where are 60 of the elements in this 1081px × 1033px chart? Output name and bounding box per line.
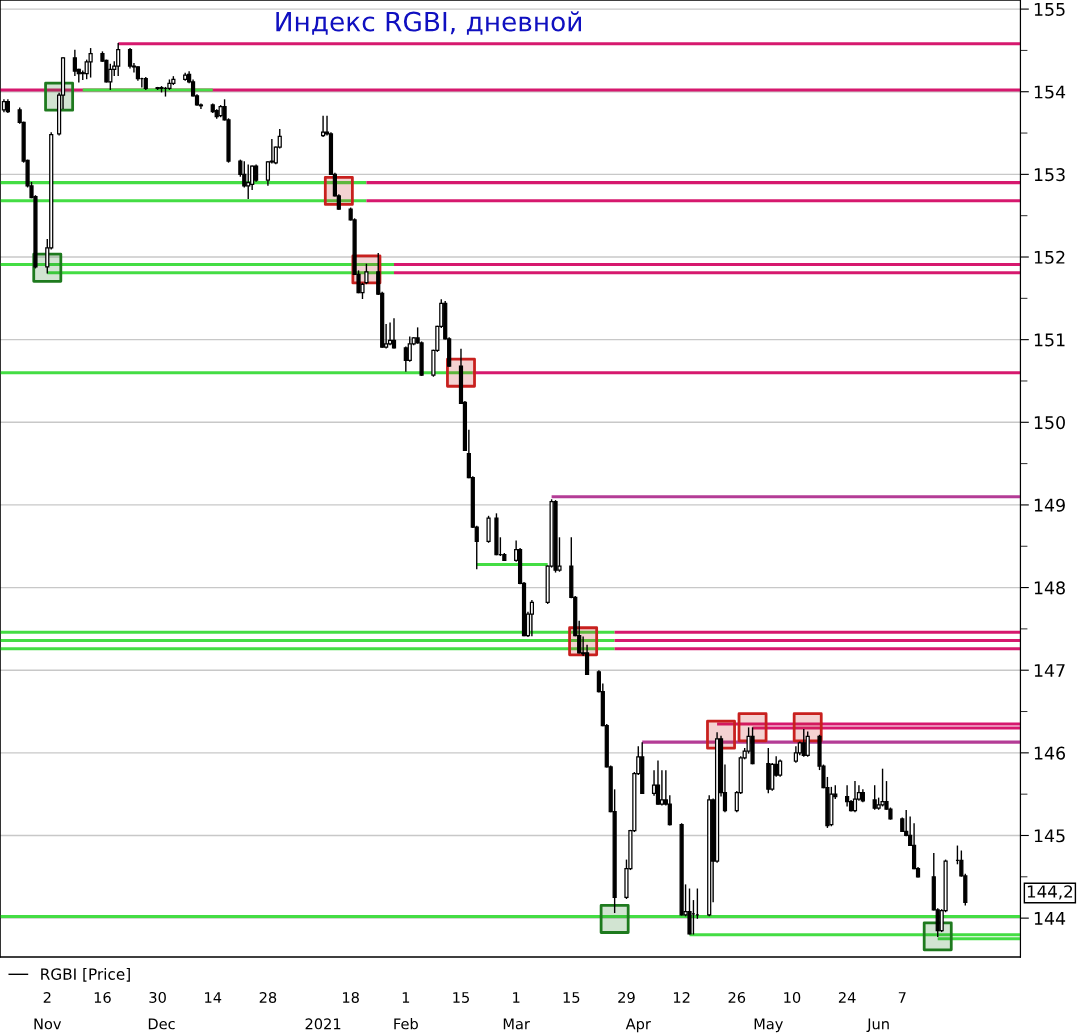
x2-tick-label: Dec <box>148 1018 175 1030</box>
candlestick <box>845 785 850 807</box>
x-tick-label: 16 <box>94 991 111 1003</box>
y-tick-label: 153 <box>1034 168 1065 182</box>
candlestick <box>687 888 692 935</box>
chart-title: Индекс RGBI, дневной <box>276 11 581 35</box>
x-tick-label: 15 <box>563 992 580 1003</box>
candlestick <box>529 600 535 637</box>
candlestick <box>127 48 133 69</box>
y-tick-label: 155 <box>1034 3 1065 16</box>
candlestick <box>116 43 121 76</box>
x-tick-label: 1 <box>513 992 520 1003</box>
x-tick-label: 7 <box>898 992 906 1003</box>
y-tick-label: 144 <box>1034 912 1066 925</box>
candlestick <box>88 48 93 78</box>
x-tick-label: 2 <box>43 991 51 1003</box>
y-tick-label: 148 <box>1034 581 1065 595</box>
x-tick-label: 24 <box>838 991 856 1003</box>
y-tick-label: 150 <box>1034 416 1065 430</box>
candlestick <box>486 515 491 543</box>
x2-tick-label: Apr <box>625 1018 651 1033</box>
candlestick <box>403 346 408 372</box>
legend-label: RGBI [Price] <box>41 968 130 982</box>
candlestick <box>246 164 251 200</box>
y-tick-label: 151 <box>1034 333 1065 347</box>
y-tick-label: 146 <box>1034 746 1066 760</box>
y-tick-label: 145 <box>1034 829 1065 843</box>
candlestick <box>872 785 877 810</box>
x2-tick-label: Nov <box>34 1018 62 1030</box>
x-tick-label: 28 <box>259 991 277 1003</box>
x2-tick-label: Mar <box>503 1018 530 1030</box>
x-tick-label: 14 <box>205 992 222 1003</box>
candlestick <box>242 161 247 188</box>
x-tick-label: 12 <box>673 991 690 1003</box>
candlestick <box>391 318 397 349</box>
x2-tick-label: Feb <box>394 1018 418 1030</box>
text: 144,2 <box>1027 885 1073 900</box>
candlestick <box>880 768 885 807</box>
x-tick-label: 30 <box>149 991 166 1003</box>
x2-tick-label: May <box>754 1018 783 1033</box>
x2-tick-label: 2021 <box>305 1018 341 1030</box>
point <box>737 712 768 743</box>
y-tick-label: 147 <box>1034 664 1065 677</box>
candlestick <box>72 49 77 76</box>
x2-tick-label: Jun <box>866 1018 889 1033</box>
point <box>792 712 823 743</box>
candlestick <box>659 770 665 806</box>
y-tick-label: 149 <box>1034 498 1065 512</box>
x-tick-label: 15 <box>453 992 469 1003</box>
x-tick-label: 18 <box>342 991 359 1003</box>
point <box>599 904 630 934</box>
x-tick-label: 1 <box>402 992 410 1003</box>
y-tick-label: 152 <box>1034 250 1065 264</box>
y-tick-label: 154 <box>1034 85 1066 99</box>
candlestick <box>805 731 810 757</box>
candlestick <box>655 760 661 805</box>
x-tick-label: 26 <box>728 991 746 1003</box>
x-tick-label: 10 <box>784 991 801 1003</box>
candlestick <box>265 161 271 186</box>
x-tick-label: 29 <box>618 991 635 1003</box>
